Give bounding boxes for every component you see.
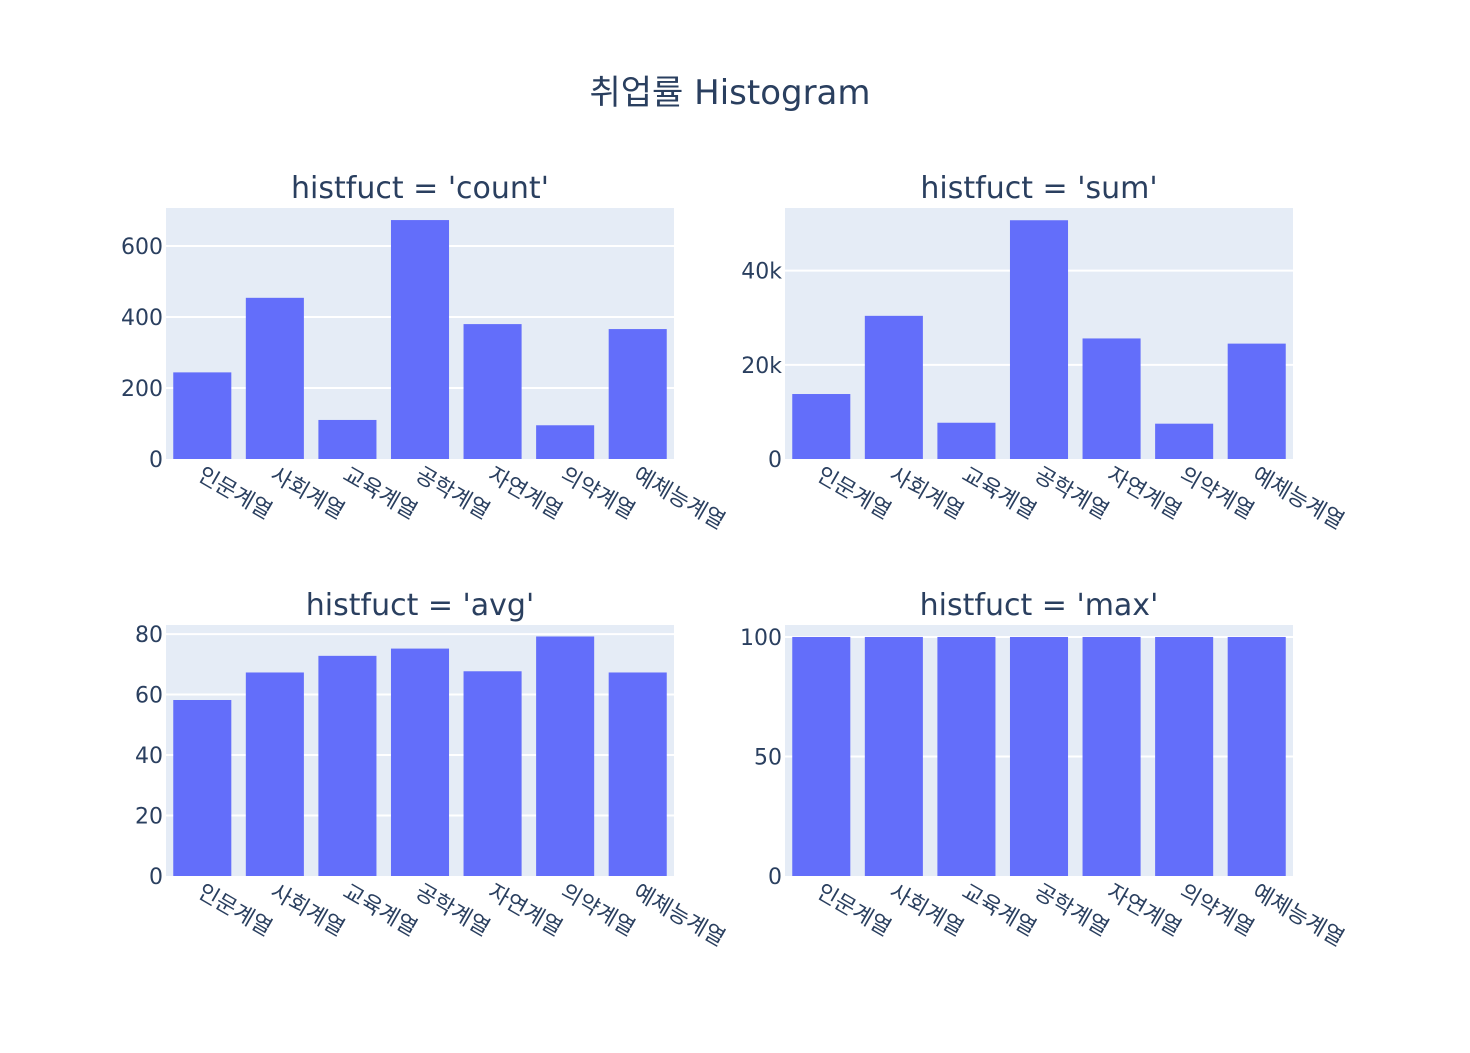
- subplot-panels: histfuct = 'count'0200400600인문계열사회계열교육계열…: [121, 171, 1348, 952]
- y-tick-label: 400: [121, 306, 163, 331]
- bar-3: [318, 419, 377, 459]
- subplot-4: histfuct = 'max' 0 50 100 인문계열사회계열교육계열공학계열자연…: [740, 588, 1348, 952]
- bar-7: [1227, 636, 1286, 876]
- subplot-1: histfuct = 'count' 0 200 400 600 인문계열사회계열교육계열…: [121, 171, 729, 535]
- y-tick-label: 20: [135, 805, 163, 830]
- y-tick-label: 200: [121, 377, 163, 402]
- bar-3: [937, 422, 996, 459]
- bar-7: [608, 672, 667, 876]
- subplot-3: histfuct = 'avg' 0 20 40 60 80 인문계열사회계열교육계열공학계…: [135, 588, 729, 952]
- x-tick-label: 의약계열: [1175, 880, 1258, 942]
- bar-2: [864, 315, 923, 459]
- x-tick-label: 의약계열: [556, 880, 639, 942]
- y-tick-label: 600: [121, 235, 163, 260]
- subplot-title: histfuct = 'max': [920, 588, 1159, 623]
- y-tick-label: 0: [768, 448, 782, 473]
- y-tick-label: 60: [135, 684, 163, 709]
- x-tick-label: 공학계열: [411, 880, 494, 942]
- x-tick-label: 사회계열: [885, 880, 968, 942]
- bar-1: [173, 372, 232, 459]
- subplot-title: histfuct = 'sum': [920, 171, 1157, 206]
- x-tick-label: 인문계열: [812, 880, 895, 942]
- x-tick-label: 자연계열: [484, 463, 567, 525]
- y-tick-label: 0: [149, 865, 163, 890]
- x-tick-label: 공학계열: [1030, 880, 1113, 942]
- bar-6: [536, 425, 595, 459]
- x-tick-label: 사회계열: [266, 880, 349, 942]
- x-tick-label: 의약계열: [556, 463, 639, 525]
- y-tick-label: 80: [135, 623, 163, 648]
- bar-5: [1082, 338, 1141, 459]
- bar-6: [1155, 423, 1214, 459]
- x-tick-label: 자연계열: [1103, 463, 1186, 525]
- x-tick-label: 사회계열: [266, 463, 349, 525]
- bar-2: [864, 636, 923, 876]
- y-tick-label: 40k: [741, 260, 782, 285]
- x-tick-label: 교육계열: [957, 463, 1040, 525]
- x-tick-label: 예체능계열: [1248, 880, 1348, 952]
- subplot-title: histfuct = 'count': [291, 171, 549, 206]
- bar-4: [390, 648, 450, 876]
- x-tick-label: 교육계열: [338, 463, 421, 525]
- subplot-2: histfuct = 'sum' 0 20k 40k 인문계열사회계열교육계열공학계열자…: [741, 171, 1348, 535]
- bar-1: [792, 636, 851, 876]
- bar-1: [173, 699, 232, 876]
- y-tick-label: 0: [149, 448, 163, 473]
- bar-4: [390, 220, 450, 459]
- y-tick-label: 40: [135, 744, 163, 769]
- x-tick-label: 의약계열: [1175, 463, 1258, 525]
- bar-5: [463, 671, 522, 876]
- figure-title: 취업률 Histogram: [589, 73, 870, 113]
- x-tick-label: 공학계열: [411, 463, 494, 525]
- bar-4: [1009, 220, 1069, 459]
- bar-5: [463, 324, 522, 459]
- x-tick-label: 예체능계열: [1248, 463, 1348, 535]
- bar-3: [937, 636, 996, 876]
- x-tick-label: 자연계열: [484, 880, 567, 942]
- bar-6: [536, 636, 595, 876]
- x-tick-label: 예체능계열: [629, 880, 729, 952]
- y-tick-label: 0: [768, 865, 782, 890]
- bar-2: [245, 672, 304, 876]
- x-tick-label: 인문계열: [193, 463, 276, 525]
- subplot-title: histfuct = 'avg': [306, 588, 534, 623]
- bar-5: [1082, 636, 1141, 876]
- x-tick-label: 교육계열: [338, 880, 421, 942]
- x-tick-label: 사회계열: [885, 463, 968, 525]
- x-tick-label: 인문계열: [812, 463, 895, 525]
- y-tick-label: 50: [754, 745, 782, 770]
- bar-3: [318, 655, 377, 876]
- bar-4: [1009, 636, 1069, 876]
- bar-7: [608, 329, 667, 459]
- x-tick-label: 공학계열: [1030, 463, 1113, 525]
- bar-7: [1227, 343, 1286, 459]
- bar-2: [245, 297, 304, 459]
- bar-1: [792, 394, 851, 459]
- x-tick-label: 교육계열: [957, 880, 1040, 942]
- x-tick-label: 예체능계열: [629, 463, 729, 535]
- x-tick-label: 자연계열: [1103, 880, 1186, 942]
- y-tick-label: 100: [740, 626, 782, 651]
- bar-6: [1155, 636, 1214, 876]
- y-tick-label: 20k: [741, 354, 782, 379]
- x-tick-label: 인문계열: [193, 880, 276, 942]
